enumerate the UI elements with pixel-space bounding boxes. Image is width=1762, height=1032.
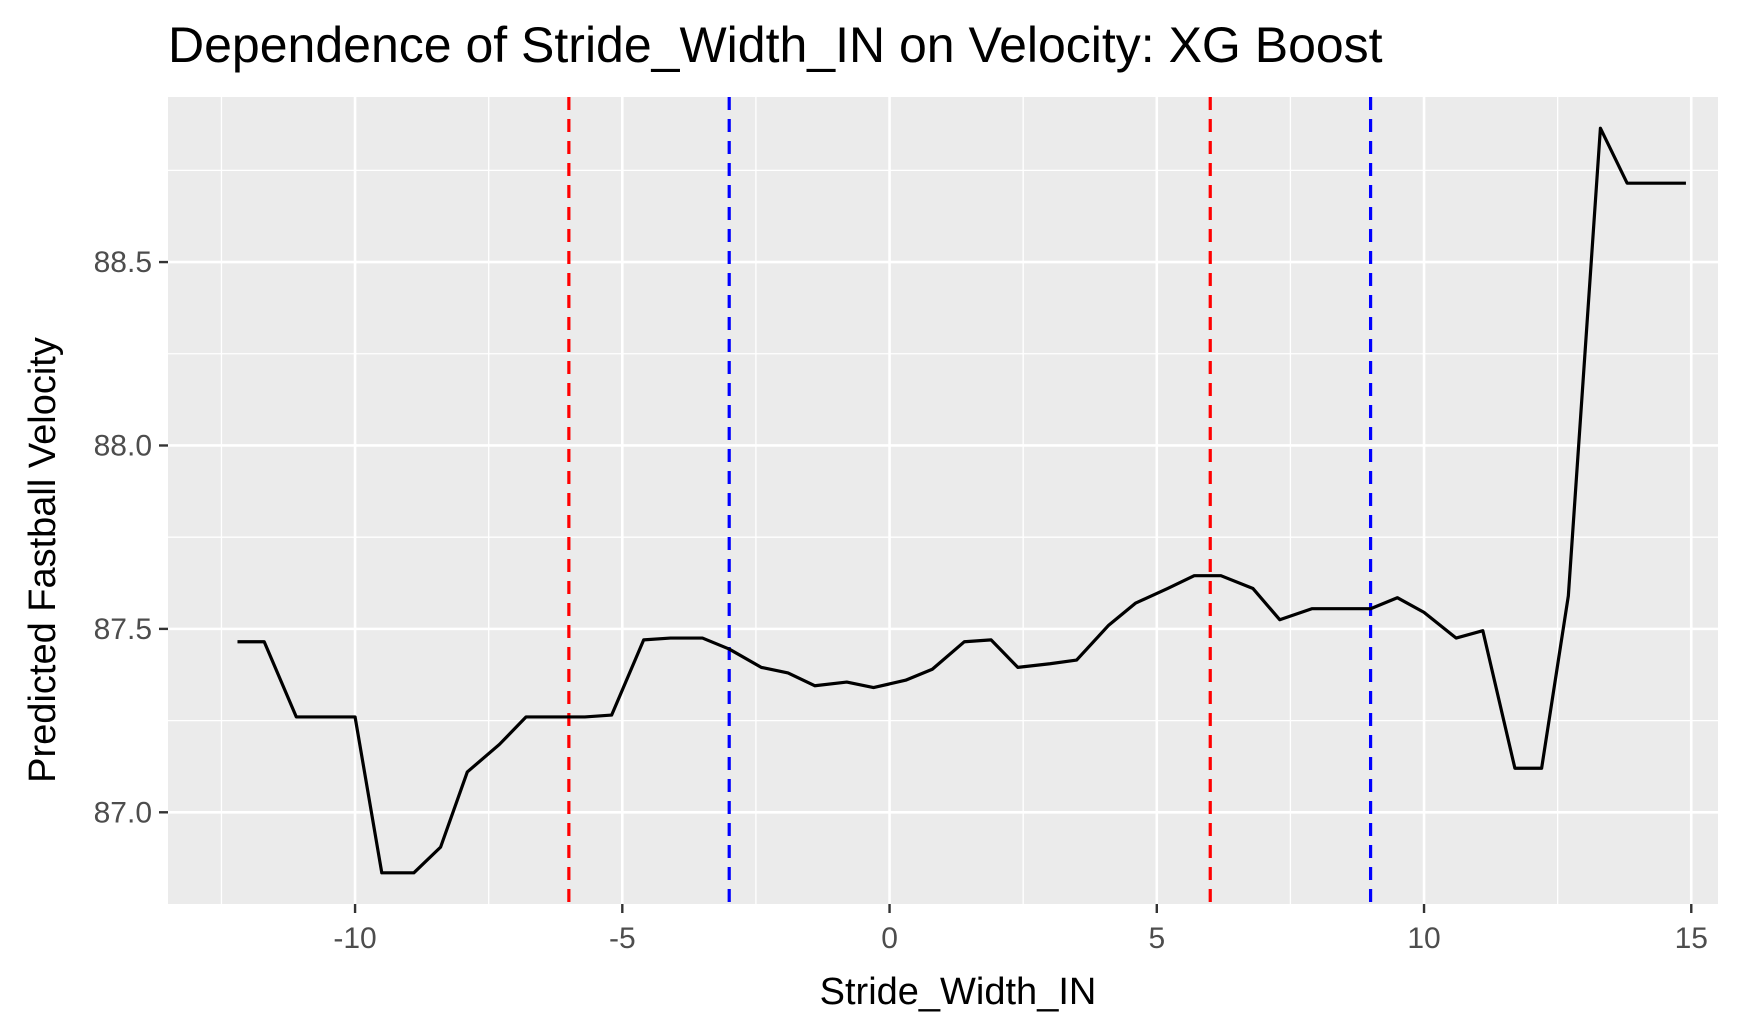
y-tick-label: 88.0: [94, 429, 152, 462]
major-gridlines: [168, 97, 1718, 904]
x-tick-label: -10: [333, 922, 376, 955]
y-axis: 87.0 87.5 88.0 88.5: [94, 246, 168, 829]
minor-gridlines: [168, 97, 1718, 904]
x-axis-title: Stride_Width_IN: [820, 971, 1097, 1013]
y-tick-label: 87.5: [94, 613, 152, 646]
y-tick-label: 87.0: [94, 796, 152, 829]
x-tick-label: 5: [1148, 922, 1165, 955]
x-axis: -10 -5 0 5 10 15: [333, 904, 1708, 955]
plot-panel: [168, 97, 1718, 904]
y-axis-title: Predicted Fastball Velocity: [22, 337, 64, 783]
x-tick-label: 15: [1675, 922, 1708, 955]
x-tick-label: 10: [1407, 922, 1440, 955]
chart-title: Dependence of Stride_Width_IN on Velocit…: [168, 17, 1383, 73]
reference-lines: [567, 97, 1373, 904]
x-tick-label: 0: [881, 922, 898, 955]
x-tick-label: -5: [609, 922, 636, 955]
series-line: [237, 126, 1686, 875]
y-tick-label: 88.5: [94, 246, 152, 279]
